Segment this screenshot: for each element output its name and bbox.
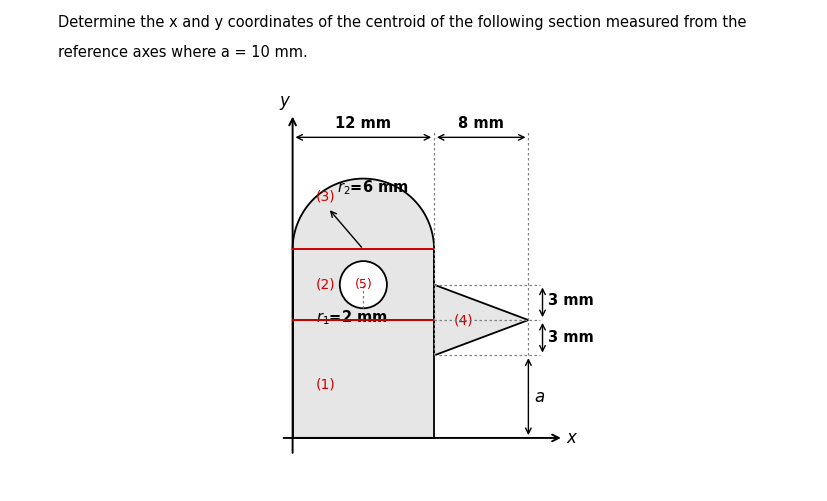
Circle shape [339,261,386,308]
Text: (3): (3) [315,189,335,203]
Text: 3 mm: 3 mm [547,330,594,345]
Text: 8 mm: 8 mm [457,116,504,131]
Text: a: a [533,388,544,406]
Text: 3 mm: 3 mm [547,293,594,308]
Text: x: x [566,429,576,447]
Bar [292,320,433,438]
Bar [292,249,433,320]
Text: y: y [279,92,289,110]
Text: (2): (2) [315,278,335,292]
Text: $r_2$=6 mm: $r_2$=6 mm [337,179,409,197]
Text: (4): (4) [453,313,473,327]
Text: 12 mm: 12 mm [335,116,391,131]
Polygon shape [433,285,528,355]
Text: reference axes where a = 10 mm.: reference axes where a = 10 mm. [58,45,308,60]
Text: $r_1$=2 mm: $r_1$=2 mm [315,308,387,327]
Text: (5): (5) [354,278,372,291]
Text: (1): (1) [315,378,335,392]
Polygon shape [292,178,433,249]
Text: Determine the x and y coordinates of the centroid of the following section measu: Determine the x and y coordinates of the… [58,15,746,30]
